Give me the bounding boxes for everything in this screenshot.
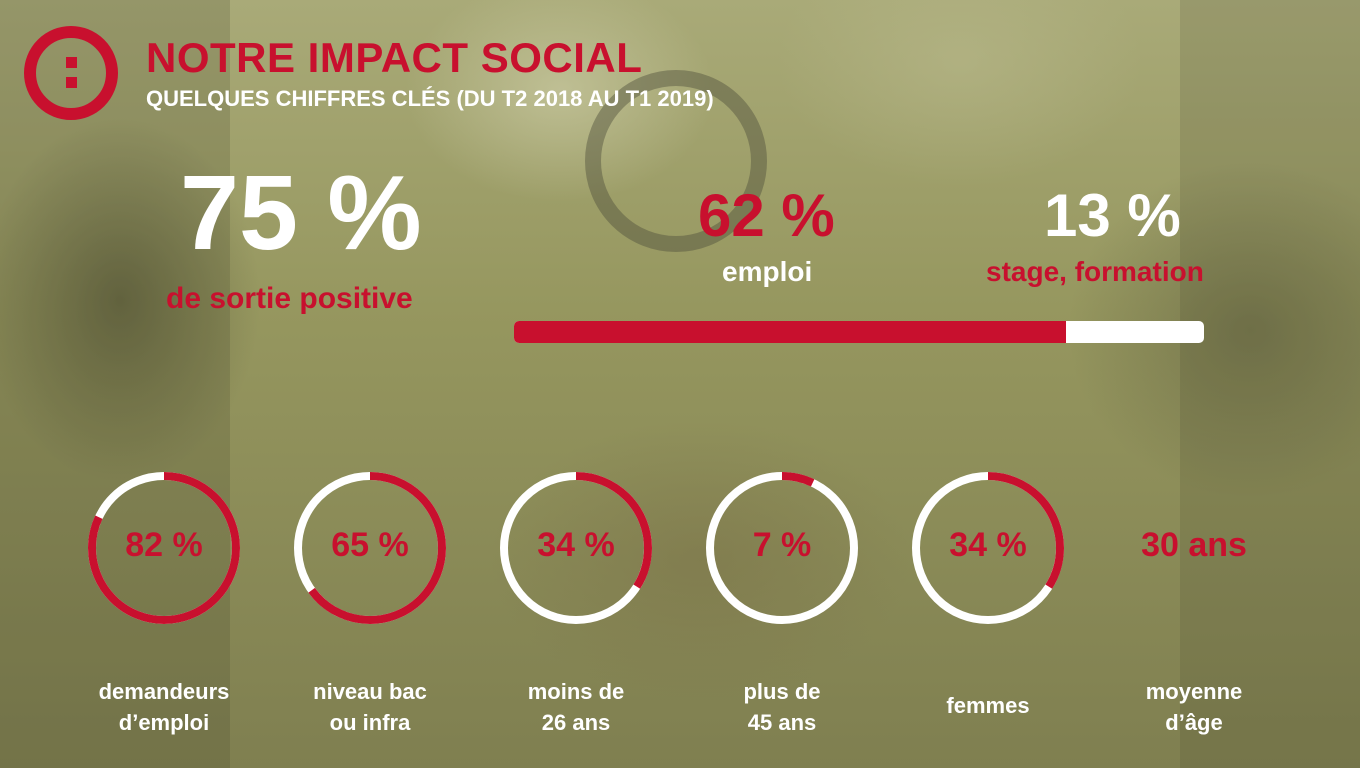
headline-label: de sortie positive — [166, 282, 413, 315]
ring-fill — [294, 472, 446, 624]
stage-value: 13 % — [1044, 182, 1181, 249]
ring-fill — [912, 472, 1064, 624]
stat-label-line1: plus de — [743, 679, 821, 704]
stat-label-line2: 45 ans — [747, 710, 817, 735]
stat-label-line2: ou infra — [329, 710, 411, 735]
stat-label-line2: d’emploi — [118, 710, 210, 735]
stat-label-line1: femmes — [946, 693, 1030, 718]
stage-label: stage, formation — [986, 256, 1204, 287]
stat-label: demandeurs d’emploi — [54, 676, 274, 738]
ring-fill — [500, 472, 652, 624]
stat-value: 82 % — [125, 526, 203, 564]
ring-fill — [706, 472, 858, 624]
headline-value: 75 % — [180, 154, 422, 272]
stat-value: 34 % — [537, 526, 615, 564]
emploi-value: 62 % — [698, 182, 835, 249]
colon-in-circle-logo-icon — [24, 26, 118, 120]
stat-label-line1: niveau bac — [313, 679, 427, 704]
page-title: NOTRE IMPACT SOCIAL — [146, 34, 643, 81]
stat-label-line1: demandeurs — [98, 679, 230, 704]
stat-ring — [706, 472, 858, 624]
breakdown-progress-bar — [514, 321, 1204, 343]
stat-value: 7 % — [752, 526, 812, 564]
stat-label-line1: moyenne — [1145, 679, 1243, 704]
background-shade-left — [0, 0, 230, 768]
stat-label: moins de 26 ans — [466, 676, 686, 738]
logo-dot-top — [66, 57, 77, 68]
stat-label: niveau bac ou infra — [260, 676, 480, 738]
stat-ring — [88, 472, 240, 624]
stat-value: 34 % — [949, 526, 1027, 564]
emploi-label: emploi — [722, 256, 813, 287]
stat-value: 30 ans — [1141, 526, 1247, 564]
stat-label: plus de 45 ans — [672, 676, 892, 738]
logo-dot-bottom — [66, 77, 77, 88]
ring-fill — [88, 472, 240, 624]
stat-label-line1: moins de — [527, 679, 625, 704]
breakdown-progress-fill — [514, 321, 1066, 343]
stat-ring — [294, 472, 446, 624]
stat-ring — [500, 472, 652, 624]
page-subtitle: QUELQUES CHIFFRES CLÉS (DU T2 2018 AU T1… — [146, 86, 714, 111]
stat-label-line2: 26 ans — [541, 710, 611, 735]
stat-label: femmes — [878, 690, 1098, 721]
background-shade-right — [1180, 0, 1360, 768]
stat-label: moyenne d’âge — [1084, 676, 1304, 738]
stat-label-line2: d’âge — [1165, 710, 1223, 735]
stat-ring — [912, 472, 1064, 624]
stat-value: 65 % — [331, 526, 409, 564]
